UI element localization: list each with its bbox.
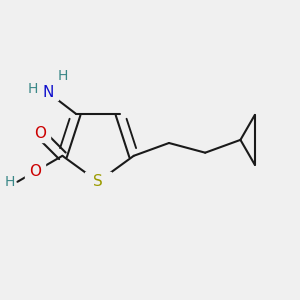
Bar — [39, 84, 58, 100]
Bar — [30, 125, 50, 142]
Text: S: S — [93, 174, 103, 189]
Bar — [25, 163, 45, 180]
Text: O: O — [29, 164, 41, 179]
Bar — [85, 172, 111, 192]
Text: H: H — [28, 82, 38, 96]
Text: O: O — [34, 126, 46, 141]
Text: N: N — [43, 85, 54, 100]
Text: H: H — [58, 69, 68, 83]
Text: H: H — [5, 175, 15, 189]
